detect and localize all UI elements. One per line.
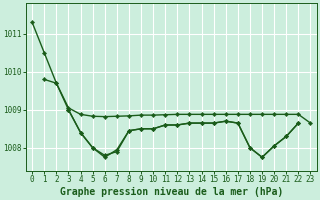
X-axis label: Graphe pression niveau de la mer (hPa): Graphe pression niveau de la mer (hPa) — [60, 186, 283, 197]
